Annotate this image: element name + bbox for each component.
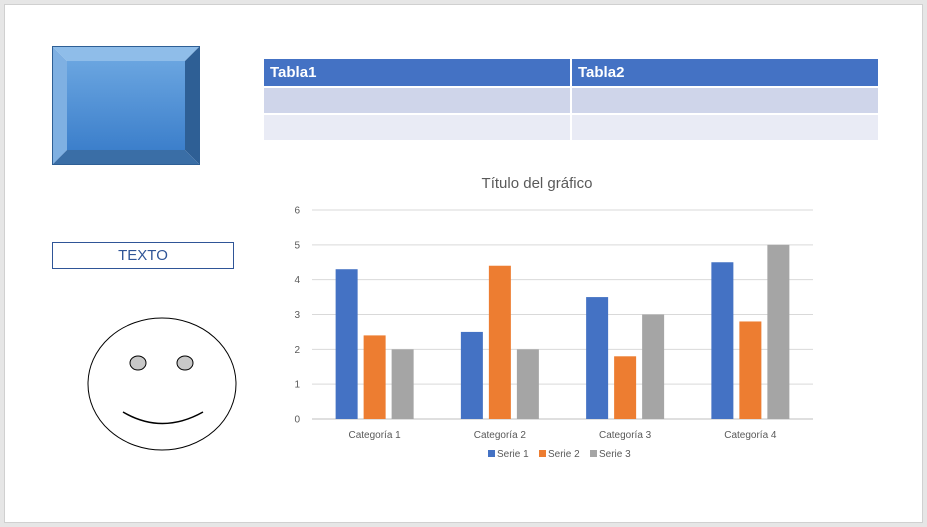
y-tick-label: 1 bbox=[294, 380, 300, 391]
chart-bar bbox=[488, 265, 511, 419]
legend-swatch bbox=[488, 450, 495, 457]
chart-y-axis: 0 1 2 3 4 5 6 bbox=[294, 206, 300, 426]
table-cell[interactable] bbox=[571, 114, 878, 142]
legend-label: Serie 3 bbox=[599, 449, 631, 460]
y-tick-label: 3 bbox=[294, 310, 300, 321]
chart-bars bbox=[335, 244, 790, 419]
chart-bar bbox=[586, 297, 609, 419]
legend-label: Serie 2 bbox=[548, 449, 580, 460]
chart-bar bbox=[363, 335, 386, 419]
table-cell[interactable] bbox=[264, 87, 572, 115]
chart-title: Título del gráfico bbox=[482, 175, 593, 192]
smiley-face-shape[interactable] bbox=[85, 315, 239, 453]
x-tick-label: Categoría 1 bbox=[348, 430, 401, 441]
chart-gridlines bbox=[312, 209, 813, 420]
bevel-shape[interactable] bbox=[52, 46, 200, 165]
table-header-cell[interactable]: Tabla1 bbox=[264, 59, 572, 88]
table-header-cell[interactable]: Tabla2 bbox=[571, 59, 878, 88]
chart-legend: Serie 1 Serie 2 Serie 3 bbox=[488, 449, 631, 460]
chart-bar bbox=[460, 331, 483, 419]
table-cell[interactable] bbox=[264, 114, 572, 142]
text-box[interactable]: TEXTO bbox=[52, 242, 234, 269]
table-header-row: Tabla1 Tabla2 bbox=[264, 59, 878, 88]
legend-label: Serie 1 bbox=[497, 449, 529, 460]
y-tick-label: 5 bbox=[294, 240, 300, 251]
chart-bar bbox=[739, 321, 762, 419]
legend-swatch bbox=[590, 450, 597, 457]
chart-bar bbox=[614, 356, 637, 419]
x-tick-label: Categoría 3 bbox=[599, 430, 652, 441]
legend-swatch bbox=[539, 450, 546, 457]
slide-canvas: Tabla1 Tabla2 TEXTO Título del gráfico 0… bbox=[4, 4, 923, 523]
y-tick-label: 2 bbox=[294, 345, 300, 356]
chart-x-axis: Categoría 1 Categoría 2 Categoría 3 Categor… bbox=[348, 430, 776, 441]
y-tick-label: 0 bbox=[294, 415, 300, 426]
table-row bbox=[264, 114, 878, 142]
chart-bar bbox=[642, 314, 665, 419]
data-table[interactable]: Tabla1 Tabla2 bbox=[264, 59, 878, 142]
x-tick-label: Categoría 2 bbox=[474, 430, 527, 441]
chart-bar bbox=[391, 349, 414, 419]
y-tick-label: 4 bbox=[294, 275, 300, 286]
face-outline bbox=[87, 317, 237, 451]
right-eye bbox=[176, 355, 194, 371]
chart-bar bbox=[767, 244, 790, 419]
table-row bbox=[264, 87, 878, 115]
chart-bar bbox=[335, 269, 358, 419]
left-eye bbox=[129, 355, 147, 371]
mouth bbox=[122, 411, 204, 425]
y-tick-label: 6 bbox=[294, 206, 300, 217]
chart-bar bbox=[516, 349, 539, 419]
chart-bar bbox=[711, 262, 734, 419]
table-cell[interactable] bbox=[571, 87, 878, 115]
x-tick-label: Categoría 4 bbox=[724, 430, 777, 441]
